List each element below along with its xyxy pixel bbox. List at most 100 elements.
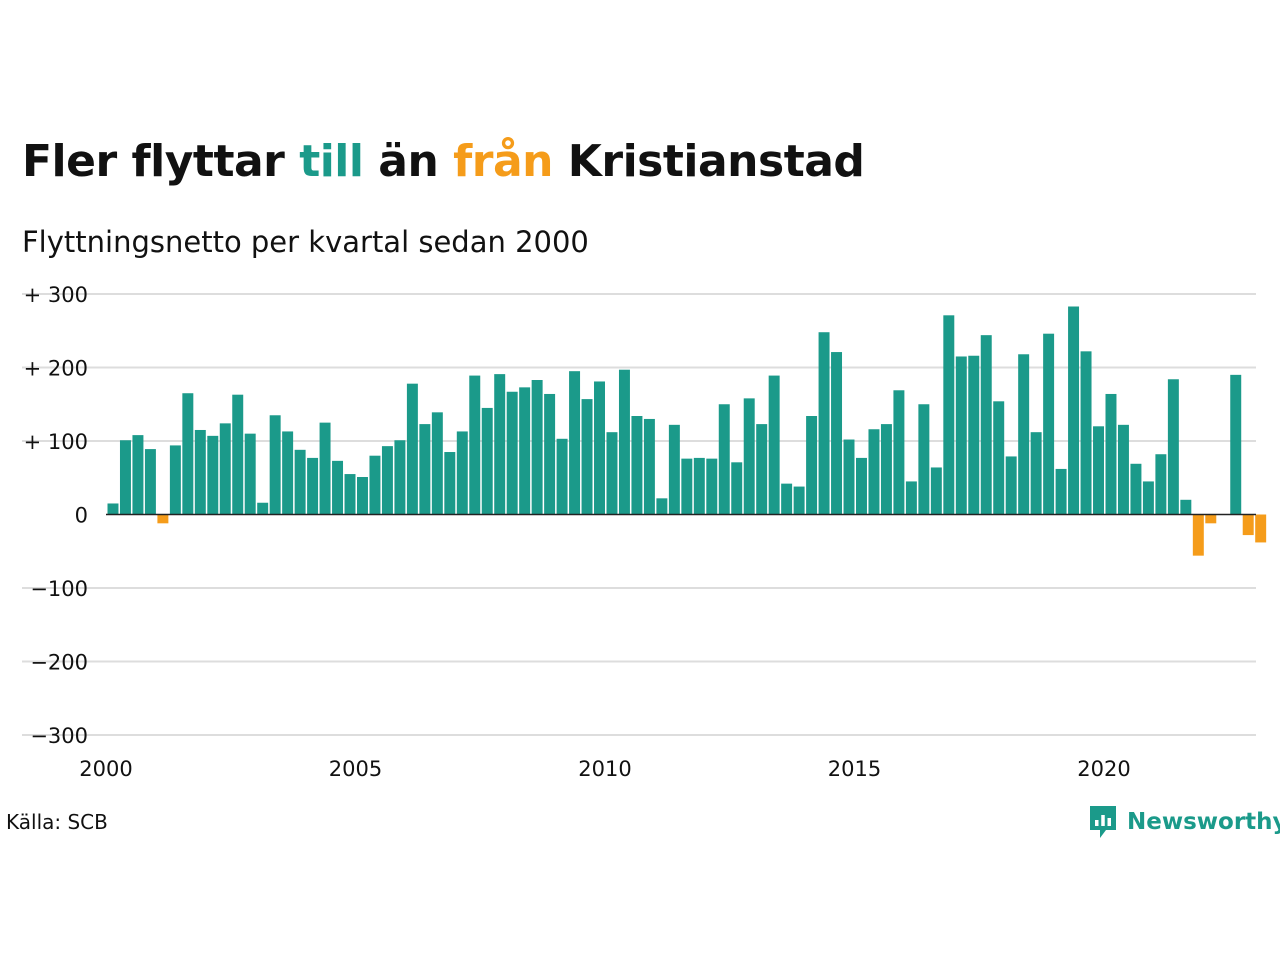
bar xyxy=(1117,424,1129,515)
bar xyxy=(481,407,493,515)
bar xyxy=(1018,354,1030,515)
bar xyxy=(656,498,668,515)
newsworthy-logo-icon xyxy=(1090,806,1116,838)
bar xyxy=(257,502,269,515)
bar xyxy=(469,375,481,515)
bar xyxy=(132,435,144,515)
bar xyxy=(1230,374,1242,515)
bar xyxy=(905,481,917,515)
y-axis-labels: + 300 + 200 + 100 0 −100 −200 −300 xyxy=(24,283,88,748)
bar xyxy=(1030,432,1042,515)
bar xyxy=(282,431,294,515)
bar xyxy=(743,398,755,515)
bar xyxy=(781,483,793,515)
bar xyxy=(893,390,905,515)
bar xyxy=(930,467,942,515)
title-part-1: Fler flyttar xyxy=(22,136,300,187)
x-tick-label: 2005 xyxy=(329,757,382,781)
x-axis-labels: 2000 2005 2010 2015 2020 xyxy=(79,757,1130,781)
bar xyxy=(706,458,718,515)
bar xyxy=(1205,514,1217,524)
title-fran: från xyxy=(453,136,553,187)
bar xyxy=(1180,499,1192,515)
bar xyxy=(718,404,730,515)
bar xyxy=(1192,514,1204,556)
chart-title: Fler flyttar till än från Kristianstad xyxy=(22,132,865,192)
bar xyxy=(494,374,506,515)
bar xyxy=(544,393,556,515)
bar xyxy=(980,335,992,515)
bar-chart: + 300 + 200 + 100 0 −100 −200 −300 2000 2005 201… xyxy=(22,283,1267,781)
bar xyxy=(319,422,331,515)
bar xyxy=(1167,379,1179,515)
bar xyxy=(1080,351,1092,515)
bar xyxy=(993,401,1005,515)
bar xyxy=(207,435,219,515)
bar xyxy=(182,393,194,515)
bar xyxy=(232,394,244,515)
bar xyxy=(169,445,181,515)
bar xyxy=(768,375,780,515)
bar xyxy=(868,429,880,515)
bar xyxy=(943,315,955,515)
bar xyxy=(444,452,456,515)
bar xyxy=(818,332,830,515)
bar xyxy=(307,457,319,515)
bar xyxy=(1142,481,1154,515)
bar xyxy=(606,432,618,515)
bar xyxy=(968,355,980,515)
bars xyxy=(107,306,1267,556)
bar xyxy=(519,387,531,515)
x-tick-label: 2000 xyxy=(79,757,132,781)
bar xyxy=(394,440,406,515)
bar xyxy=(556,438,568,515)
bar xyxy=(1155,454,1167,515)
bar xyxy=(219,423,231,515)
bar xyxy=(594,381,605,515)
bar xyxy=(643,418,655,515)
bar xyxy=(1130,463,1142,515)
bar xyxy=(618,369,630,515)
bar xyxy=(1242,514,1254,536)
y-tick-label: + 200 xyxy=(24,357,88,381)
bar xyxy=(1105,393,1117,515)
bar xyxy=(806,416,818,515)
bar xyxy=(1043,333,1055,515)
bar xyxy=(431,412,443,515)
bar xyxy=(369,455,381,515)
bar xyxy=(269,415,281,515)
bar xyxy=(381,446,393,515)
bar xyxy=(793,486,805,515)
bar xyxy=(918,404,930,515)
y-tick-label: + 100 xyxy=(24,430,88,454)
bar xyxy=(344,474,356,515)
bar xyxy=(955,356,967,515)
bar xyxy=(1068,306,1080,515)
y-tick-label: −300 xyxy=(30,724,88,748)
source-note: Källa: SCB xyxy=(6,810,108,834)
bar xyxy=(244,433,256,515)
bar xyxy=(119,440,131,515)
bar xyxy=(1055,468,1067,515)
title-part-3: än xyxy=(363,136,454,187)
bar xyxy=(731,462,743,515)
bar xyxy=(681,458,693,515)
bar xyxy=(856,457,867,515)
bar xyxy=(456,431,468,515)
bar xyxy=(1005,456,1017,515)
bar xyxy=(756,424,768,515)
bar xyxy=(693,457,705,515)
title-till: till xyxy=(299,136,364,187)
bar xyxy=(144,449,156,515)
bar xyxy=(332,460,344,515)
x-tick-label: 2020 xyxy=(1077,757,1130,781)
bar xyxy=(631,416,643,515)
title-part-5: Kristianstad xyxy=(552,136,865,187)
y-tick-label: −200 xyxy=(30,651,88,675)
bar xyxy=(668,424,680,515)
bar xyxy=(419,424,431,515)
y-tick-label: −100 xyxy=(30,577,88,601)
bar xyxy=(843,439,855,515)
brand-name: Newsworthy xyxy=(1127,809,1280,835)
bar xyxy=(506,391,518,515)
